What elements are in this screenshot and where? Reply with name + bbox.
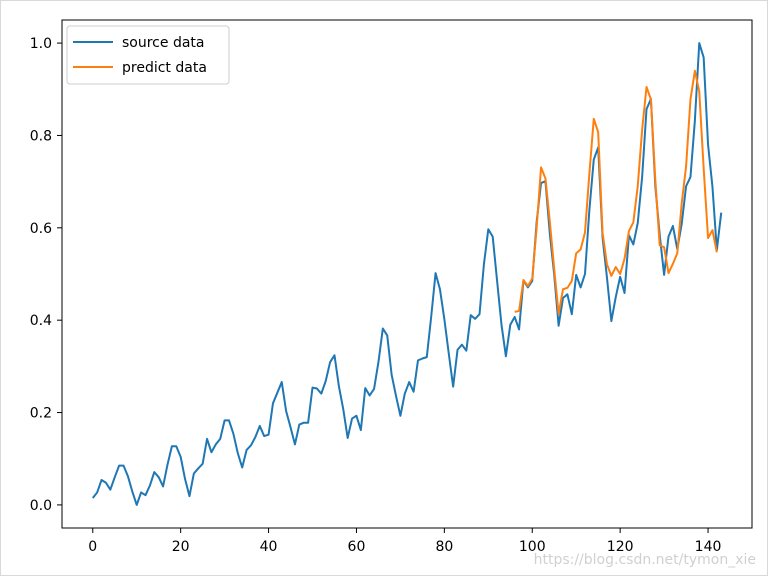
legend-label-predict: predict data bbox=[122, 60, 207, 76]
x-tick-label: 100 bbox=[519, 539, 546, 555]
legend-box bbox=[66, 25, 230, 85]
axis-ticks: 0 20 40 60 80 100 120 140 0.0 0.2 0.4 0.6 0.8 1.0 bbox=[30, 36, 722, 555]
x-tick-label: 140 bbox=[695, 539, 722, 555]
series-lines bbox=[91, 42, 723, 506]
x-tick-label: 60 bbox=[348, 539, 366, 555]
y-tick-label: 0.0 bbox=[30, 498, 52, 514]
y-tick-label: 0.8 bbox=[30, 128, 52, 144]
x-tick-label: 20 bbox=[172, 539, 190, 555]
x-tick-label: 80 bbox=[435, 539, 453, 555]
watermark: https://blog.csdn.net/tymon_xie bbox=[533, 552, 756, 568]
x-tick-label: 40 bbox=[260, 539, 278, 555]
y-tick-label: 0.6 bbox=[30, 221, 52, 237]
x-tick-label: 120 bbox=[607, 539, 634, 555]
legend-label-source: source data bbox=[122, 35, 204, 51]
predict-data-line bbox=[514, 69, 718, 315]
y-tick-label: 1.0 bbox=[30, 36, 52, 52]
y-tick-label: 0.4 bbox=[30, 313, 52, 329]
legend: source data predict data bbox=[66, 25, 230, 85]
x-tick-label: 0 bbox=[88, 539, 97, 555]
plot-area bbox=[61, 19, 753, 529]
source-data-line bbox=[91, 42, 723, 506]
y-tick-label: 0.2 bbox=[30, 406, 52, 422]
